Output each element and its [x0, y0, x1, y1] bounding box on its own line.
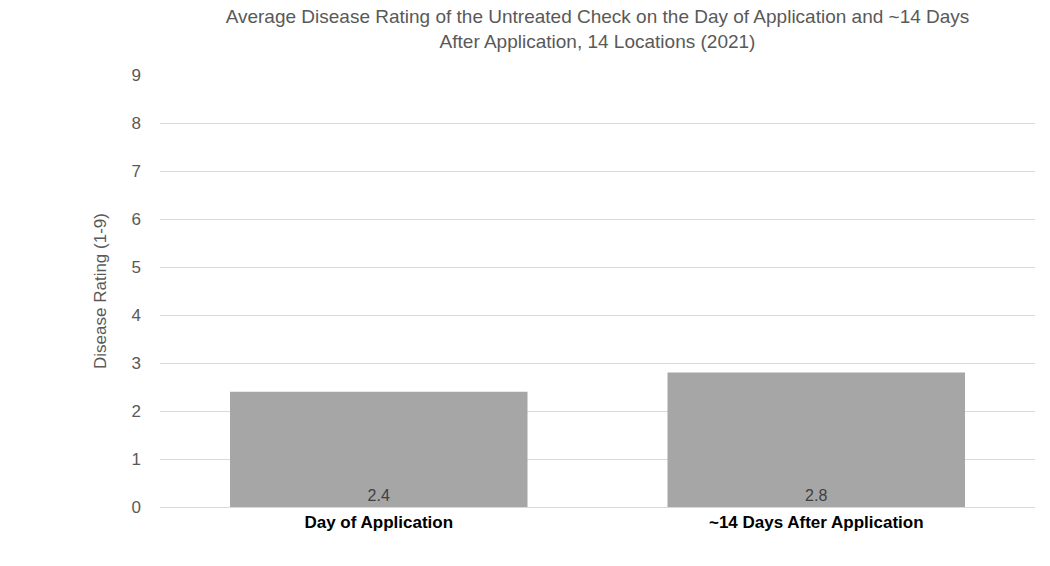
svg-text:9: 9	[132, 66, 141, 85]
svg-text:6: 6	[132, 210, 141, 229]
svg-text:7: 7	[132, 162, 141, 181]
svg-text:1: 1	[132, 450, 141, 469]
svg-text:8: 8	[132, 114, 141, 133]
svg-text:2.4: 2.4	[368, 487, 390, 504]
svg-text:5: 5	[132, 258, 141, 277]
svg-text:~14 Days After Application: ~14 Days After Application	[709, 513, 924, 532]
svg-text:4: 4	[132, 306, 141, 325]
svg-text:3: 3	[132, 354, 141, 373]
svg-text:Day of Application: Day of Application	[304, 513, 453, 532]
svg-text:Average Disease Rating of the: Average Disease Rating of the Untreated …	[226, 6, 970, 52]
svg-text:0: 0	[132, 498, 141, 517]
svg-text:2: 2	[132, 402, 141, 421]
svg-text:Disease Rating (1-9): Disease Rating (1-9)	[91, 213, 110, 369]
svg-text:2.8: 2.8	[805, 487, 827, 504]
